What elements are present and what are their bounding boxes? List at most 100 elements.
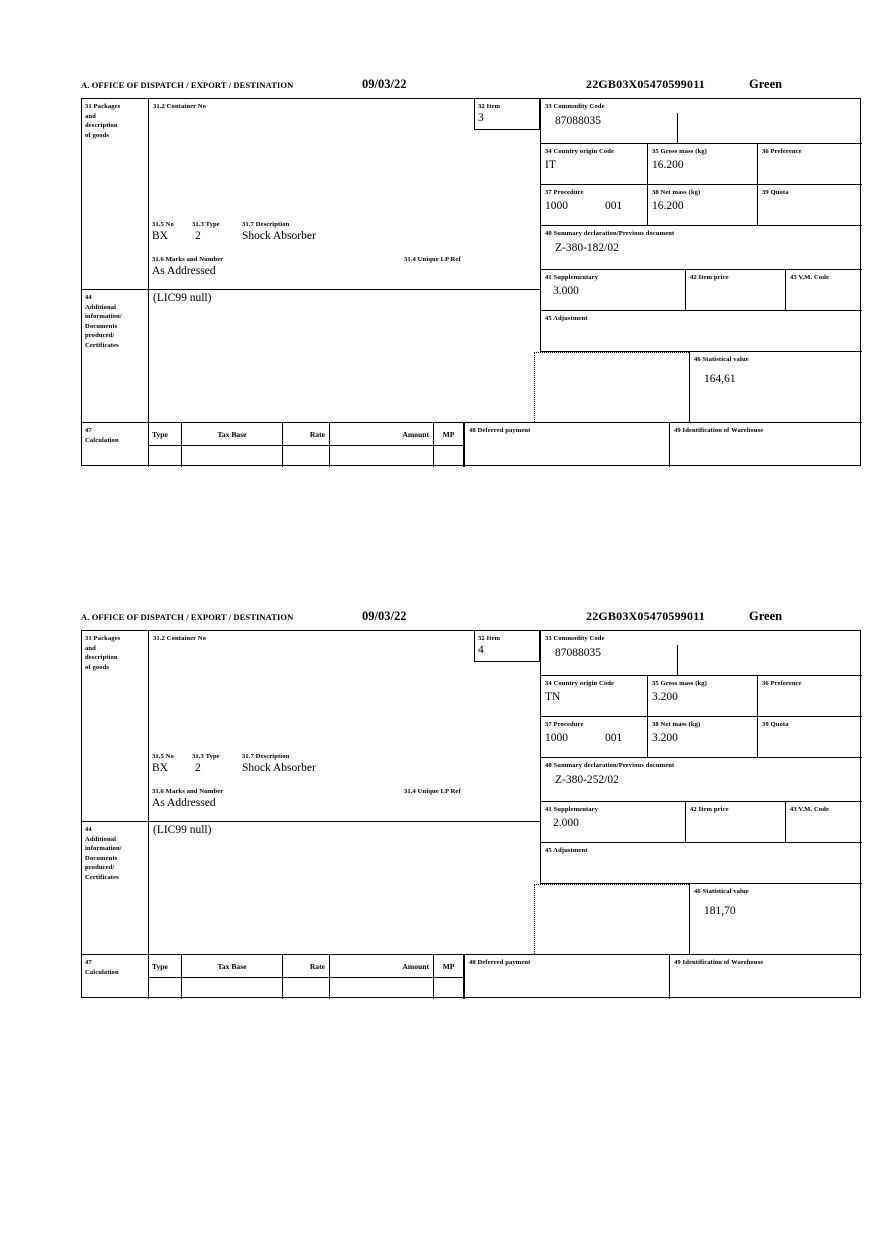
supplementary-value: 2.000: [553, 816, 579, 829]
box-32-item[interactable]: 32 Item 3: [474, 99, 540, 130]
box-31-4-label: 31.4 Unique LP Ref: [404, 256, 461, 263]
calc-col-rate: Rate: [309, 429, 325, 439]
movement-reference-number: 22GB03X05470599011: [586, 609, 705, 623]
box-43-vm-code[interactable]: 43 V.M. Code: [785, 802, 862, 843]
box-48-deferred-payment[interactable]: 48 Deferred payment: [464, 955, 669, 999]
package-no-value: BX: [152, 230, 168, 242]
procedure-value: 1000: [545, 731, 568, 744]
box-38-net-mass[interactable]: 38 Net mass (kg) 3.200: [647, 717, 757, 758]
calculation-body[interactable]: [148, 446, 464, 467]
goods-description-value: Shock Absorber: [242, 230, 316, 242]
commodity-code-value: 87088035: [555, 646, 601, 659]
box-38-net-mass[interactable]: 38 Net mass (kg) 16.200: [647, 185, 757, 226]
procedure-value: 1000: [545, 199, 568, 212]
form-header: A. OFFICE OF DISPATCH / EXPORT / DESTINA…: [81, 609, 861, 630]
country-origin-code-value: TN: [545, 690, 561, 703]
box-46-empty-cell: [534, 352, 689, 422]
box-31-2-container-no[interactable]: 31.2 Container No: [148, 631, 540, 821]
box-31-7-label: 31.7 Description: [242, 221, 290, 228]
net-mass-value: 3.200: [652, 731, 678, 744]
box-31-package-row: 31.5 No 31.3 Type 31.7 Description BX 2 …: [152, 752, 532, 780]
box-31-marks-row: 31.6 Marks and Number 31.4 Unique LP Ref…: [152, 255, 537, 283]
box-41-supplementary[interactable]: 41 Supplementary 2.000: [540, 802, 685, 843]
net-mass-value: 16.200: [652, 199, 684, 212]
package-no-value: BX: [152, 762, 168, 774]
box-32-item[interactable]: 32 Item 4: [474, 631, 540, 662]
box-31-7-label: 31.7 Description: [242, 753, 290, 760]
box-40-previous-document[interactable]: 40 Summary declaration/Previous document…: [540, 226, 862, 270]
calculation-body[interactable]: [148, 978, 464, 999]
box-36-preference[interactable]: 36 Preference: [757, 676, 862, 717]
box-33-commodity-code[interactable]: 33 Commodity Code 87088035: [540, 631, 862, 676]
box-37-procedure[interactable]: 37 Procedure 1000 001: [540, 185, 647, 226]
box-37-procedure[interactable]: 37 Procedure 1000 001: [540, 717, 647, 758]
box-31-5-label: 31.5 No: [152, 221, 174, 228]
box-39-quota[interactable]: 39 Quota: [757, 717, 862, 758]
box-49-warehouse-identification[interactable]: 49 Identification of Warehouse: [669, 423, 862, 467]
statistical-value-value: 164,61: [704, 372, 736, 385]
commodity-code-value: 87088035: [555, 114, 601, 127]
marks-and-number-value: As Addressed: [152, 265, 216, 277]
box-46-statistical-value[interactable]: 46 Statistical value 181,70: [689, 884, 862, 954]
box-42-item-price[interactable]: 42 Item price: [685, 270, 785, 311]
box-31-label: 31 Packages and description of goods: [85, 103, 121, 139]
item-number-value: 4: [478, 643, 484, 656]
box-31-6-label: 31.6 Marks and Number: [152, 788, 224, 795]
box-44-label: 44 Additional information/ Documents pro…: [82, 821, 148, 954]
box-41-supplementary[interactable]: 41 Supplementary 3.000: [540, 270, 685, 311]
box-31-2-container-no[interactable]: 31.2 Container No: [148, 99, 540, 289]
calc-col-amount: Amount: [402, 961, 429, 971]
box-35-gross-mass[interactable]: 35 Gross mass (kg) 3.200: [647, 676, 757, 717]
box-39-quota[interactable]: 39 Quota: [757, 185, 862, 226]
office-of-dispatch-label: A. OFFICE OF DISPATCH / EXPORT / DESTINA…: [81, 612, 294, 622]
previous-document-value: Z-380-182/02: [555, 241, 619, 254]
office-of-dispatch-label: A. OFFICE OF DISPATCH / EXPORT / DESTINA…: [81, 80, 294, 90]
box-46-statistical-value[interactable]: 46 Statistical value 164,61: [689, 352, 862, 422]
sad-grid: 31 Packages and description of goods 31.…: [81, 98, 862, 467]
box-40-previous-document[interactable]: 40 Summary declaration/Previous document…: [540, 758, 862, 802]
goods-description-value: Shock Absorber: [242, 762, 316, 774]
item-number-value: 3: [478, 111, 484, 124]
box-45-adjustment[interactable]: 45 Adjustment: [540, 843, 862, 884]
calc-col-rate: Rate: [309, 961, 325, 971]
box-42-item-price[interactable]: 42 Item price: [685, 802, 785, 843]
box-47-label: 47 Calculation: [82, 422, 148, 467]
declaration-date: 09/03/22: [362, 609, 407, 623]
box-33-divider: [677, 645, 678, 676]
box-49-warehouse-identification[interactable]: 49 Identification of Warehouse: [669, 955, 862, 999]
additional-information-value: (LIC99 null): [153, 824, 212, 836]
route-status: Green: [749, 609, 783, 623]
calculation-area: Type Tax Base Rate Amount MP: [148, 954, 862, 999]
statistical-value-value: 181,70: [704, 904, 736, 917]
calc-col-tax-base: Tax Base: [217, 961, 247, 971]
box-35-gross-mass[interactable]: 35 Gross mass (kg) 16.200: [647, 144, 757, 185]
declaration-date: 09/03/22: [362, 77, 407, 91]
box-44-label: 44 Additional information/ Documents pro…: [82, 289, 148, 422]
additional-information-value: (LIC99 null): [153, 292, 212, 304]
box-31-3-label: 31.3 Type: [192, 221, 220, 228]
country-origin-code-value: IT: [545, 158, 556, 171]
box-48-deferred-payment[interactable]: 48 Deferred payment: [464, 423, 669, 467]
box-31-4-label: 31.4 Unique LP Ref: [404, 788, 461, 795]
gross-mass-value: 3.200: [652, 690, 678, 703]
box-45-adjustment[interactable]: 45 Adjustment: [540, 311, 862, 352]
supplementary-value: 3.000: [553, 284, 579, 297]
box-34-country-origin-code[interactable]: 34 Country origin Code TN: [540, 676, 647, 717]
sad-form-item-3: A. OFFICE OF DISPATCH / EXPORT / DESTINA…: [81, 77, 862, 467]
box-36-preference[interactable]: 36 Preference: [757, 144, 862, 185]
box-34-country-origin-code[interactable]: 34 Country origin Code IT: [540, 144, 647, 185]
box-44-additional-information[interactable]: (LIC99 null): [148, 289, 540, 422]
calc-col-mp: MP: [442, 429, 455, 439]
marks-and-number-value: As Addressed: [152, 797, 216, 809]
box-44-additional-information[interactable]: (LIC99 null): [148, 821, 540, 954]
calc-col-mp: MP: [442, 961, 455, 971]
box-33-commodity-code[interactable]: 33 Commodity Code 87088035: [540, 99, 862, 144]
calculation-header-row: Type Tax Base Rate Amount MP: [148, 423, 464, 446]
box-43-vm-code[interactable]: 43 V.M. Code: [785, 270, 862, 311]
sad-form-item-4: A. OFFICE OF DISPATCH / EXPORT / DESTINA…: [81, 609, 862, 999]
route-status: Green: [749, 77, 783, 91]
box-31-6-label: 31.6 Marks and Number: [152, 256, 224, 263]
box-31-package-row: 31.5 No 31.3 Type 31.7 Description BX 2 …: [152, 220, 532, 248]
calculation-header-row: Type Tax Base Rate Amount MP: [148, 955, 464, 978]
